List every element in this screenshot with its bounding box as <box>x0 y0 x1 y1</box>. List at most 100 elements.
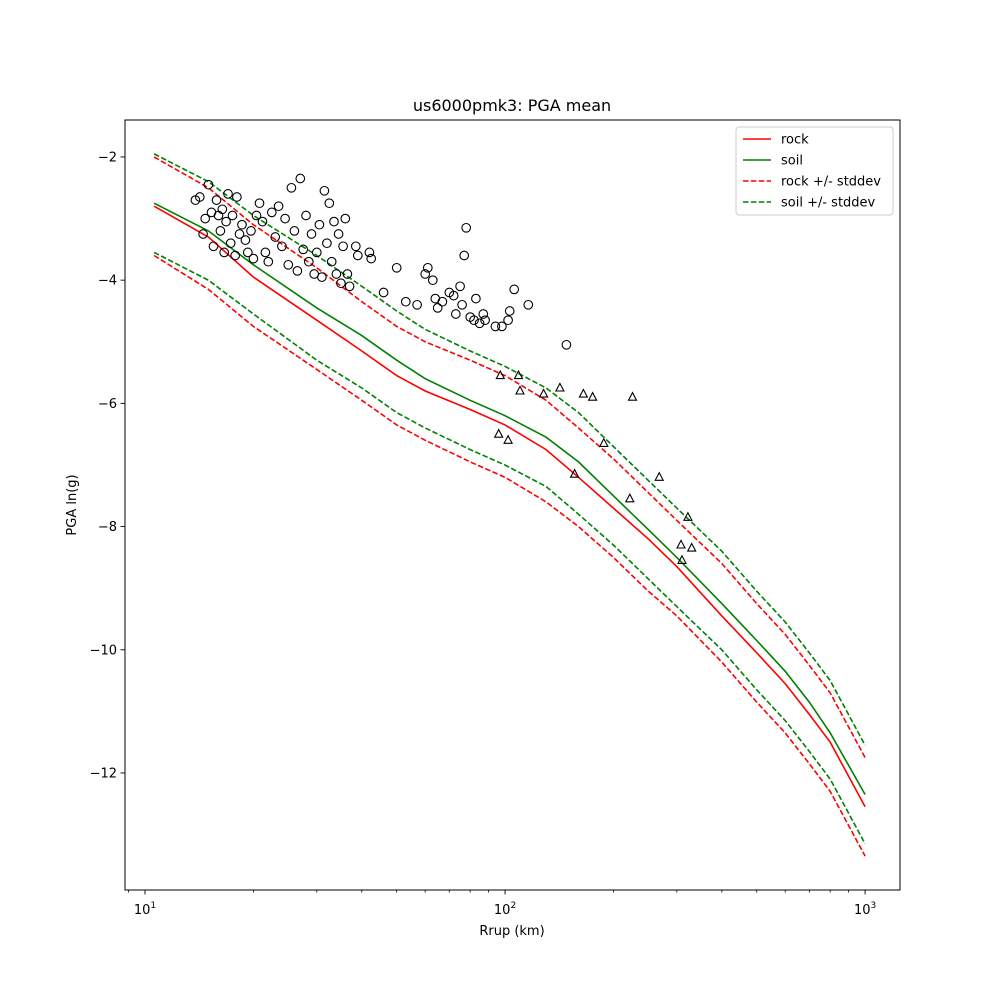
observation-circle <box>311 247 322 258</box>
observation-triangle <box>569 468 580 478</box>
observation-circle <box>203 179 214 190</box>
observation-triangle <box>627 391 638 401</box>
observation-circle <box>237 219 247 230</box>
observation-circle <box>331 269 342 279</box>
observation-circle <box>329 216 339 227</box>
observation-triangle <box>624 493 635 503</box>
legend: rock soil rock +/- stddev soil +/- stddev <box>735 126 894 216</box>
observation-circle <box>497 321 507 332</box>
observation-circle <box>324 198 335 209</box>
observation-circle <box>509 284 520 295</box>
observation-circle <box>378 287 389 298</box>
observation-circle <box>246 226 256 236</box>
observation-circle <box>412 299 422 310</box>
observation-circle <box>221 216 231 227</box>
observation-circle <box>432 303 443 313</box>
plot-frame <box>124 119 901 891</box>
observation-triangle <box>654 471 665 481</box>
observation-circle <box>364 247 375 258</box>
observation-circle <box>457 299 467 310</box>
series-line-4 <box>153 153 866 746</box>
observation-triangle <box>587 391 598 401</box>
observation-circle <box>270 232 281 242</box>
observation-circle <box>352 250 363 261</box>
observation-circle <box>242 247 253 258</box>
observation-circle <box>280 213 290 224</box>
observation-circle <box>391 262 402 273</box>
observation-circle <box>322 238 332 249</box>
observation-circle <box>260 247 271 258</box>
legend-label: soil +/- stddev <box>781 196 876 211</box>
observation-triangle <box>513 369 524 380</box>
observation-circle <box>301 210 311 221</box>
observation-circle <box>333 229 344 239</box>
observation-circle <box>227 210 238 221</box>
observation-circle <box>298 244 309 255</box>
observation-circle <box>469 315 479 326</box>
observation-circle <box>273 201 284 212</box>
x-tick-label: 101 <box>134 901 156 918</box>
observation-circle <box>194 192 205 202</box>
observation-circle <box>504 306 515 316</box>
y-axis-ticks: −2 −4 −6 −8 −10 −12 <box>90 150 125 781</box>
observation-triangle <box>515 385 525 395</box>
observation-circle <box>283 259 294 270</box>
y-tick-label: −4 <box>98 274 117 289</box>
observation-triangle <box>578 388 589 398</box>
observation-circle <box>350 241 361 252</box>
series-line-1 <box>153 202 866 795</box>
observation-circle <box>340 213 351 224</box>
observation-circle <box>248 253 259 264</box>
observation-markers <box>190 173 697 564</box>
observation-circle <box>225 238 236 249</box>
observation-circle <box>459 250 470 261</box>
observation-circle <box>427 275 438 286</box>
legend-box <box>735 126 894 216</box>
observation-circle <box>286 182 297 193</box>
observation-triangle <box>686 542 697 552</box>
observation-circle <box>208 241 219 252</box>
observation-circle <box>450 309 461 319</box>
observation-circle <box>289 226 300 236</box>
legend-label: rock <box>781 133 809 148</box>
observation-circle <box>523 299 534 310</box>
observation-circle <box>490 321 501 332</box>
x-tick-label: 102 <box>494 901 516 918</box>
observation-circle <box>254 198 265 209</box>
observation-circle <box>471 293 481 304</box>
observation-circle <box>303 256 314 267</box>
observation-circle <box>217 204 228 215</box>
y-tick-label: −6 <box>98 397 117 412</box>
observation-circle <box>422 262 433 273</box>
observation-circle <box>215 226 226 236</box>
y-tick-label: −12 <box>90 766 117 781</box>
series-line-0 <box>153 205 866 808</box>
observation-circle <box>336 278 346 289</box>
legend-label: soil <box>781 154 803 169</box>
observation-circle <box>257 216 268 227</box>
observation-circle <box>292 266 303 276</box>
observation-circle <box>240 235 251 245</box>
observation-triangle <box>493 428 504 438</box>
observation-circle <box>338 241 348 252</box>
observation-circle <box>366 253 377 264</box>
observation-circle <box>230 250 241 261</box>
observation-triangle <box>538 388 549 398</box>
observation-triangle <box>682 511 693 521</box>
observation-circle <box>437 296 448 307</box>
observation-circle <box>474 318 485 329</box>
x-axis-label: Rrup (km) <box>479 924 544 939</box>
series-line-3 <box>153 254 866 857</box>
observation-circle <box>251 210 262 221</box>
x-tick-label: 103 <box>854 901 876 918</box>
observation-circle <box>232 192 242 202</box>
y-tick-label: −2 <box>98 150 117 165</box>
observation-circle <box>314 219 325 230</box>
observation-circle <box>319 185 330 196</box>
observation-triangle <box>503 434 514 444</box>
observation-circle <box>200 213 211 224</box>
observation-triangle <box>598 437 609 447</box>
observation-circle <box>400 296 411 307</box>
y-tick-label: −8 <box>98 520 117 535</box>
